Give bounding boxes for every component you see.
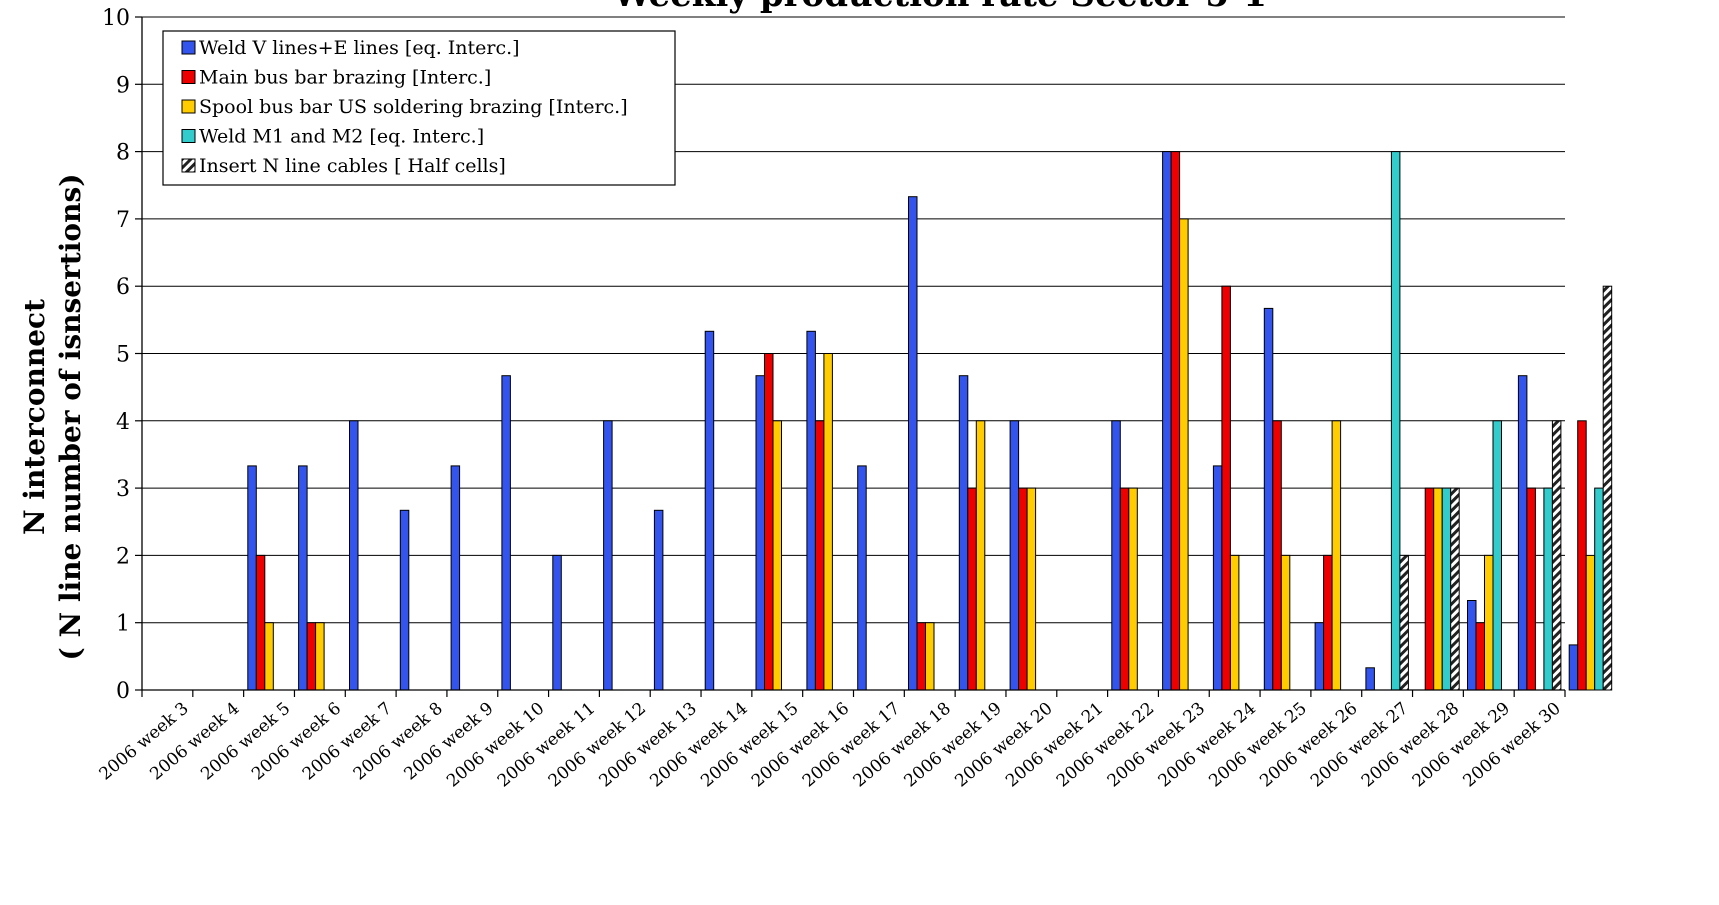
bar: [814, 420, 825, 691]
bar: [908, 196, 918, 691]
chart-title: Weekly production rate Sector 5-1: [612, 0, 1267, 15]
bar: [823, 353, 833, 691]
bar: [298, 465, 308, 691]
bar: [1441, 487, 1452, 691]
bar: [1179, 218, 1189, 691]
bar: [1365, 667, 1375, 691]
bar: [1111, 420, 1121, 691]
legend-label: Spool bus bar US soldering brazing [Inte…: [199, 96, 628, 118]
bar: [1128, 487, 1138, 691]
bar: [399, 509, 410, 691]
bar: [925, 622, 935, 691]
bar: [264, 622, 274, 691]
bar: [1467, 600, 1477, 691]
y-tick-label: 3: [116, 477, 130, 502]
bar: [1263, 307, 1274, 691]
bar: [1026, 487, 1037, 691]
legend-label: Weld V lines+E lines [eq. Interc.]: [199, 37, 520, 59]
y-tick-label: 9: [116, 73, 130, 98]
bar: [306, 622, 317, 691]
y-tick-label: 1: [116, 612, 130, 637]
bar: [1450, 487, 1460, 691]
bar: [772, 420, 782, 691]
bar: [603, 420, 613, 691]
bar: [1585, 554, 1596, 691]
legend-swatch: [181, 70, 196, 84]
legend-swatch: [181, 40, 196, 55]
bar: [247, 465, 257, 691]
bar: [1323, 554, 1333, 691]
legend-swatch: [181, 158, 196, 173]
bar: [1577, 420, 1587, 691]
bar: [1314, 622, 1325, 691]
bar: [450, 465, 461, 691]
bar: [967, 487, 977, 691]
y-axis-label-secondary: ( N line number of isnsertions): [54, 174, 87, 661]
bar: [1526, 487, 1536, 691]
y-tick-label: 7: [116, 208, 130, 233]
bar: [1568, 644, 1579, 691]
bar: [1162, 151, 1172, 691]
bar: [1433, 487, 1443, 691]
bar: [1492, 420, 1502, 691]
bar: [653, 509, 664, 691]
bar: [1331, 420, 1342, 691]
bar: [1170, 151, 1181, 691]
bar: [501, 375, 511, 691]
bar: [1009, 420, 1020, 691]
bar: [975, 420, 986, 691]
bar: [349, 420, 359, 691]
bar: [704, 330, 715, 691]
bar: [764, 353, 774, 691]
bar: [857, 465, 867, 691]
legend-swatch: [181, 99, 196, 114]
bar: [1594, 487, 1604, 691]
bar: [1221, 285, 1231, 691]
bars: [247, 151, 1613, 691]
y-tick-label: 5: [116, 343, 130, 368]
y-tick-label: 8: [116, 141, 130, 166]
bar: [1229, 554, 1240, 691]
bar: [552, 554, 562, 691]
bar: [806, 330, 816, 691]
y-tick-label: 0: [116, 679, 130, 704]
bar: [916, 622, 926, 691]
bar: [1280, 554, 1291, 691]
legend-box: [162, 30, 676, 186]
bar: [1602, 285, 1613, 691]
bar: [1272, 420, 1282, 691]
bar: [755, 375, 765, 691]
gridlines: [142, 16, 1565, 624]
y-axis-label: N interconnect: [18, 299, 51, 535]
bar: [1424, 487, 1435, 691]
bar: [1018, 487, 1028, 691]
bar: [1543, 487, 1553, 691]
y-tick-label: 6: [116, 275, 130, 300]
bar: [315, 622, 325, 691]
bar: [1399, 554, 1409, 691]
y-tick-label: 10: [102, 6, 130, 31]
legend-label: Main bus bar brazing [Interc.]: [199, 67, 491, 89]
bar: [255, 554, 266, 691]
bar: [1390, 151, 1401, 691]
legend-label: Insert N line cables [ Half cells]: [199, 155, 506, 177]
y-tick-label: 2: [116, 544, 130, 569]
bar: [1517, 375, 1528, 691]
bar: [1212, 465, 1223, 691]
bar: [1475, 622, 1485, 691]
legend: Weld V lines+E lines [eq. Interc.] Main b…: [162, 30, 676, 186]
bar: [958, 375, 969, 691]
legend-swatch: [181, 129, 196, 143]
legend-label: Weld M1 and M2 [eq. Interc.]: [199, 126, 484, 148]
bar: [1551, 420, 1562, 691]
y-tick-label: 4: [116, 410, 130, 435]
bar: [1119, 487, 1130, 691]
bar: [1484, 554, 1494, 691]
